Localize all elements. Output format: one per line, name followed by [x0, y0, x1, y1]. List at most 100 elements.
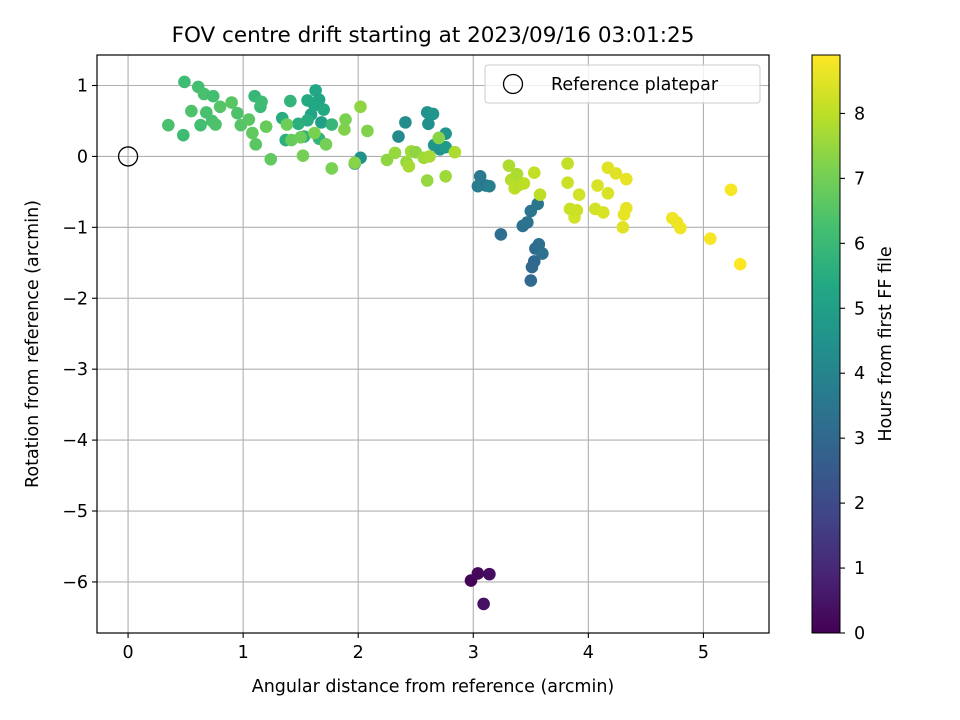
- chart-title: FOV centre drift starting at 2023/09/16 …: [172, 23, 695, 48]
- legend-box: [484, 64, 761, 104]
- y-tick-label: −2: [62, 289, 88, 309]
- data-point: [616, 221, 630, 234]
- y-tick-label: 0: [77, 147, 88, 167]
- data-point: [733, 257, 747, 271]
- data-point: [319, 138, 333, 151]
- x-axis: 0 1 2 3 4 5: [122, 633, 709, 663]
- colorbar-tick-label: 3: [854, 429, 865, 449]
- x-tick-label: 0: [122, 643, 133, 663]
- data-point: [483, 179, 496, 193]
- scatter-points: [117, 75, 747, 611]
- data-point: [527, 166, 541, 180]
- data-point: [325, 162, 339, 175]
- data-point: [561, 176, 574, 189]
- colorbar: 0 1 2 3 4 5 6 7 8 Hours from first FF file: [811, 54, 896, 644]
- data-point: [471, 567, 485, 580]
- data-point: [361, 124, 374, 138]
- data-point: [473, 169, 487, 183]
- data-point: [213, 100, 227, 114]
- data-point: [255, 95, 268, 109]
- data-point: [209, 118, 222, 131]
- colorbar-ticks: 0 1 2 3 4 5 6 7 8: [840, 104, 865, 644]
- data-point: [448, 145, 462, 159]
- legend-marker: [502, 73, 524, 95]
- data-point: [601, 186, 615, 200]
- data-point: [388, 146, 402, 160]
- data-point: [724, 183, 738, 197]
- data-point: [420, 174, 434, 187]
- data-point: [524, 274, 538, 287]
- data-point: [264, 152, 278, 166]
- data-point: [572, 188, 586, 202]
- colorbar-tick-label: 6: [854, 234, 865, 254]
- y-axis-label: Rotation from reference (arcmin): [23, 200, 43, 488]
- data-point: [620, 172, 633, 186]
- x-tick-label: 2: [353, 643, 364, 663]
- data-point: [426, 107, 440, 121]
- data-point: [517, 177, 531, 190]
- data-point: [423, 150, 436, 163]
- data-point: [284, 94, 297, 108]
- plot-frame: [96, 54, 770, 634]
- colorbar-tick-label: 4: [854, 364, 865, 384]
- y-tick-label: 1: [77, 76, 88, 96]
- data-point: [308, 126, 321, 140]
- data-point: [439, 140, 452, 154]
- colorbar-tick-label: 2: [854, 494, 865, 514]
- colorbar-tick-label: 1: [854, 559, 865, 579]
- data-point: [399, 116, 412, 129]
- data-point: [674, 221, 687, 235]
- data-point: [178, 75, 191, 89]
- data-point: [325, 118, 339, 131]
- legend: Reference platepar: [484, 64, 761, 104]
- y-tick-label: −3: [62, 360, 88, 380]
- data-point: [597, 206, 610, 219]
- data-point: [620, 201, 633, 215]
- data-point: [249, 138, 263, 151]
- data-point: [536, 247, 549, 260]
- y-tick-label: −1: [62, 218, 88, 238]
- data-point: [280, 118, 294, 131]
- data-point: [570, 204, 584, 217]
- y-tick-label: −6: [62, 573, 88, 593]
- data-point: [525, 260, 539, 274]
- data-point: [494, 228, 508, 241]
- data-point: [510, 167, 524, 181]
- data-point: [591, 179, 604, 192]
- colorbar-gradient: [811, 54, 841, 634]
- data-point: [194, 118, 207, 132]
- data-point: [502, 159, 516, 172]
- x-tick-label: 3: [468, 643, 479, 663]
- data-point: [477, 597, 490, 611]
- y-tick-label: −4: [62, 431, 88, 451]
- y-tick-label: −5: [62, 502, 88, 522]
- y-axis: 1 0 −1 −2 −3 −4 −5 −6: [62, 76, 97, 593]
- data-point: [308, 99, 321, 112]
- grid: [97, 55, 769, 633]
- colorbar-tick-label: 7: [854, 169, 865, 189]
- legend-label: Reference platepar: [551, 75, 719, 95]
- data-point: [339, 113, 352, 126]
- data-point: [422, 117, 435, 131]
- data-point: [177, 128, 190, 142]
- x-tick-label: 4: [583, 643, 594, 663]
- colorbar-tick-label: 5: [854, 299, 865, 319]
- data-point: [483, 567, 496, 581]
- data-point: [259, 120, 273, 133]
- data-point: [185, 104, 198, 118]
- data-point: [533, 188, 547, 202]
- data-point: [354, 100, 367, 114]
- data-point: [521, 216, 534, 229]
- data-point: [561, 157, 574, 170]
- data-point: [296, 149, 310, 163]
- x-axis-label: Angular distance from reference (arcmin): [252, 677, 615, 697]
- data-point: [315, 116, 328, 129]
- x-tick-label: 1: [238, 643, 249, 663]
- colorbar-label: Hours from first FF file: [876, 246, 896, 441]
- reference-platepar-point: [117, 146, 139, 167]
- data-point: [432, 131, 446, 145]
- data-point: [609, 167, 623, 180]
- data-point: [392, 130, 405, 143]
- data-point: [162, 118, 175, 132]
- data-point: [348, 156, 362, 170]
